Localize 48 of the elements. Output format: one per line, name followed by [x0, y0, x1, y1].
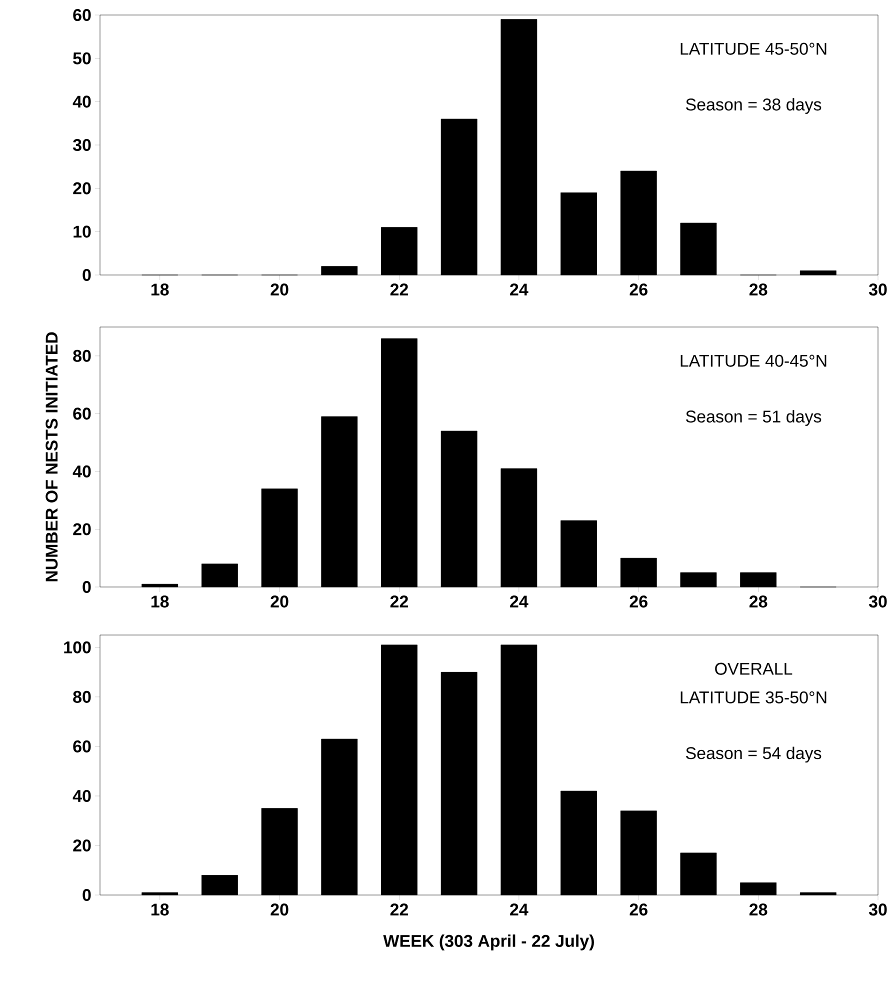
annotation: LATITUDE 45-50°N: [680, 42, 826, 55]
y-tick-label: 80: [73, 350, 91, 362]
x-tick-label: 18: [151, 596, 169, 608]
y-tick-label: 0: [82, 888, 91, 902]
x-tick-label: 24: [510, 284, 528, 296]
x-tick-label: 20: [270, 596, 288, 608]
annotation: Season = 54 days: [686, 746, 822, 763]
y-tick-label: 60: [73, 408, 91, 420]
y-tick-label: 40: [72, 790, 91, 802]
x-tick-label: 20: [270, 904, 288, 916]
x-tick-label: 24: [510, 904, 528, 916]
x-tick-label: 26: [630, 284, 648, 296]
x-tick-label: 22: [390, 596, 408, 608]
annotation: OVERALL: [715, 662, 792, 675]
y-tick-label: 100: [64, 641, 91, 654]
x-tick-label: 20: [270, 284, 288, 296]
y-axis-title: NUMBER OF NESTS INITIATED: [46, 332, 58, 582]
x-tick-label: 30: [868, 904, 887, 916]
y-tick-label: 20: [73, 839, 91, 852]
x-axis-title: WEEK (303 April - 22 July): [383, 934, 594, 950]
y-tick-label: 20: [73, 523, 91, 536]
y-tick-label: 80: [73, 690, 91, 703]
y-tick-label: 0: [82, 268, 91, 282]
y-tick-label: 0: [82, 580, 91, 594]
x-tick-label: 26: [630, 596, 648, 608]
annotation: Season = 51 days: [686, 410, 822, 426]
x-tick-label: 28: [749, 596, 768, 608]
y-tick-label: 10: [74, 226, 91, 238]
x-tick-label: 30: [868, 284, 887, 296]
annotation: Season = 38 days: [686, 98, 822, 114]
annotation: LATITUDE 40-45°N: [680, 354, 826, 367]
x-tick-label: 22: [390, 904, 408, 916]
y-tick-label: 60: [73, 740, 91, 752]
x-tick-label: 30: [868, 596, 887, 608]
y-tick-label: 20: [73, 182, 91, 194]
y-tick-label: 30: [72, 138, 91, 152]
x-tick-label: 18: [151, 284, 169, 296]
y-tick-label: 40: [72, 465, 91, 478]
x-tick-label: 18: [151, 904, 169, 916]
x-tick-label: 28: [749, 284, 768, 296]
x-tick-label: 22: [390, 284, 408, 296]
x-tick-label: 26: [630, 904, 648, 916]
annotation: LATITUDE 35-50°N: [680, 691, 826, 704]
y-tick-label: 60: [73, 8, 91, 22]
x-tick-label: 24: [510, 596, 528, 608]
y-tick-label: 40: [72, 96, 91, 108]
y-tick-label: 50: [73, 52, 91, 64]
x-tick-label: 28: [749, 904, 768, 916]
